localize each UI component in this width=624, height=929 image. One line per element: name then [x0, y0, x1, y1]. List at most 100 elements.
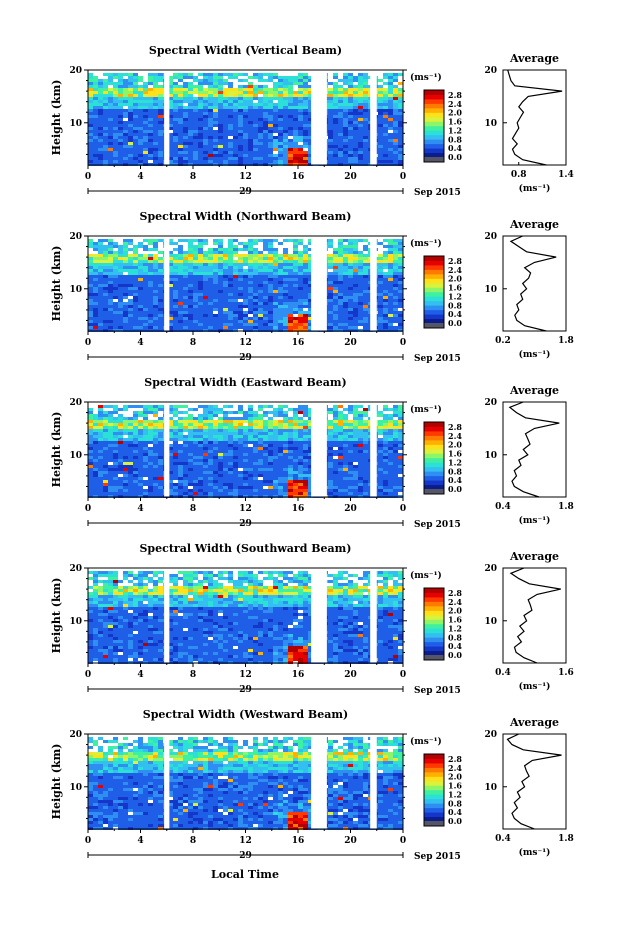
heatmap-cell [113, 100, 118, 103]
heatmap-cell [228, 94, 233, 97]
heatmap-cell [128, 160, 133, 163]
heatmap-cell [388, 148, 393, 151]
heatmap-cell [338, 284, 343, 287]
heatmap-cell [183, 408, 188, 411]
heatmap-cell [358, 133, 363, 136]
heatmap-cell [328, 269, 333, 272]
heatmap-cell [338, 130, 343, 133]
heatmap-cell [328, 257, 333, 260]
heatmap-cell [388, 154, 393, 157]
heatmap-cell [388, 133, 393, 136]
heatmap-cell [238, 284, 243, 287]
heatmap-cell [168, 311, 173, 314]
heatmap-cell [343, 308, 348, 311]
heatmap-cell [303, 130, 308, 133]
colorbar-frame [423, 255, 445, 329]
heatmap-cell [98, 245, 103, 248]
heatmap-cell [138, 151, 143, 154]
heatmap-cell [103, 160, 108, 163]
heatmap-cell [123, 272, 128, 275]
heatmap-cell [178, 79, 183, 82]
heatmap-cell [98, 308, 103, 311]
heatmap-cell [103, 308, 108, 311]
average-profile-line [509, 235, 557, 332]
heatmap-cell [358, 429, 363, 432]
heatmap-cell [393, 317, 398, 320]
heatmap-cell [343, 239, 348, 242]
heatmap-cell [223, 266, 228, 269]
heatmap-cell [98, 414, 103, 417]
heatmap-cell [88, 73, 93, 76]
heatmap-cell [203, 121, 208, 124]
heatmap-cell [238, 118, 243, 121]
heatmap-cell [88, 287, 93, 290]
heatmap-cell [218, 82, 223, 85]
heatmap-cell [393, 142, 398, 145]
heatmap-cell [123, 296, 128, 299]
heatmap-cell [283, 287, 288, 290]
heatmap-cell [253, 417, 258, 420]
heatmap-cell [228, 145, 233, 148]
heatmap-cell [218, 130, 223, 133]
heatmap-cell [198, 432, 203, 435]
heatmap-cell [343, 435, 348, 438]
heatmap-cell [178, 239, 183, 242]
heatmap-cell [358, 284, 363, 287]
heatmap-cell [248, 151, 253, 154]
heatmap-cell [228, 284, 233, 287]
heatmap-cell [328, 260, 333, 263]
heatmap-cell [118, 130, 123, 133]
heatmap-cell [183, 281, 188, 284]
heatmap-cell [193, 326, 198, 329]
heatmap-cell [278, 112, 283, 115]
heatmap-cell [343, 115, 348, 118]
colorbar-segment [424, 130, 444, 136]
heatmap-cell [108, 287, 113, 290]
heatmap-cell [113, 254, 118, 257]
heatmap-cell [153, 281, 158, 284]
heatmap-cell [158, 263, 163, 266]
heatmap-cell [193, 435, 198, 438]
heatmap-cell [248, 130, 253, 133]
heatmap-cell [273, 317, 278, 320]
heatmap-cell [168, 94, 173, 97]
heatmap-cell [213, 284, 218, 287]
heatmap-cell [173, 305, 178, 308]
heatmap-top-blank [88, 70, 403, 73]
heatmap-cell [168, 91, 173, 94]
heatmap-cell [198, 109, 203, 112]
heatmap-cell [298, 272, 303, 275]
heatmap-cell [223, 414, 228, 417]
heatmap-cell [218, 326, 223, 329]
heatmap-cell [93, 103, 98, 106]
heatmap-cell [303, 239, 308, 242]
heatmap-cell [118, 302, 123, 305]
heatmap-cell [268, 127, 273, 130]
heatmap-cell [308, 251, 313, 254]
heatmap-cell [208, 420, 213, 423]
heatmap-cell [273, 278, 278, 281]
heatmap-cell [228, 100, 233, 103]
heatmap-cell [348, 420, 353, 423]
heatmap-cell [228, 311, 233, 314]
heatmap-cell [338, 275, 343, 278]
heatmap-cell [178, 305, 183, 308]
heatmap-cell [103, 263, 108, 266]
heatmap-cell [363, 124, 368, 127]
heatmap-cell [398, 269, 403, 272]
heatmap-cell [308, 106, 313, 109]
heatmap-cell [278, 130, 283, 133]
heatmap-cell [243, 139, 248, 142]
heatmap-cell [263, 254, 268, 257]
heatmap-cell [308, 148, 313, 151]
heatmap-cell [303, 299, 308, 302]
heatmap-cell [303, 414, 308, 417]
heatmap-cell [128, 296, 133, 299]
heatmap-cell [188, 311, 193, 314]
heatmap-cell [108, 296, 113, 299]
heatmap-cell [398, 76, 403, 79]
heatmap-cell [363, 94, 368, 97]
heatmap-cell [248, 124, 253, 127]
heatmap-cell [148, 133, 153, 136]
heatmap-cell [263, 124, 268, 127]
